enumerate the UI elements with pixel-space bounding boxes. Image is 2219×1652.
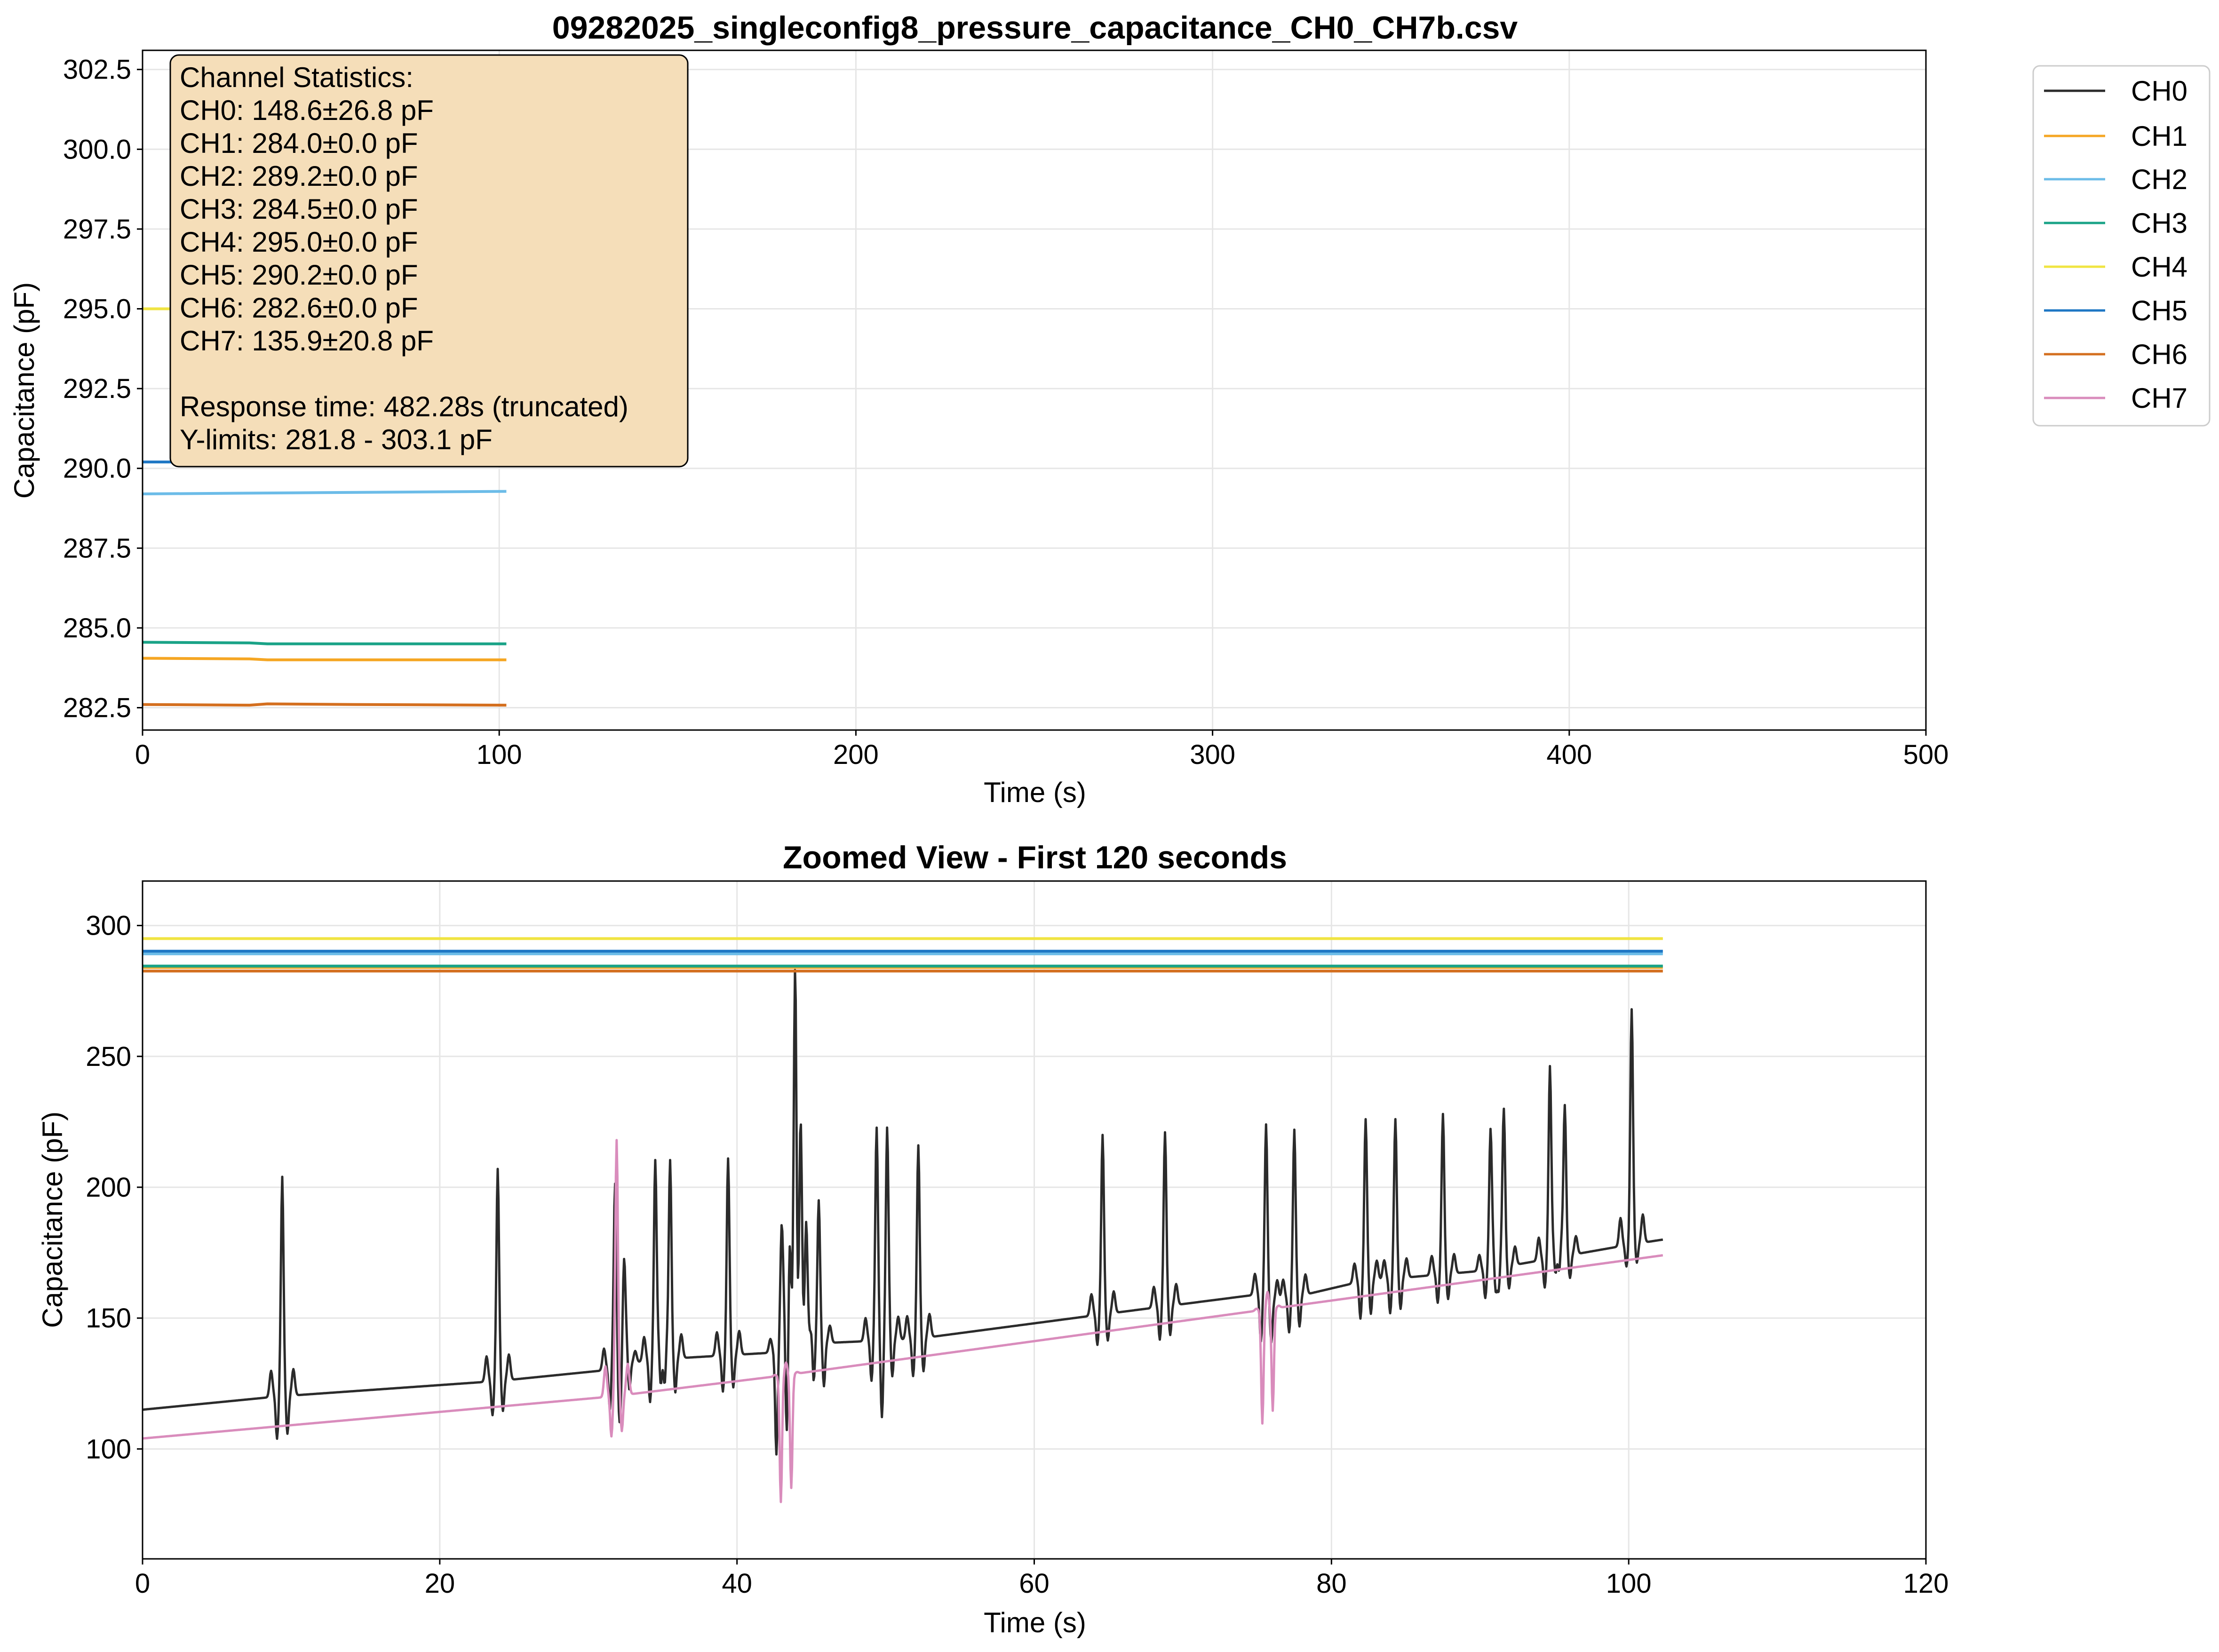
bottom-chart-x-ticks: 0 20 40 60 80 100 120	[135, 1559, 1949, 1599]
x-tick-label: 100	[477, 739, 522, 770]
stats-line: CH3: 284.5±0.0 pF	[180, 193, 418, 225]
statistics-box	[169, 54, 689, 468]
top-chart-x-axis-label: Time (s)	[984, 777, 1086, 808]
x-tick-label: 400	[1546, 739, 1592, 770]
legend-label-ch6: CH6	[2131, 339, 2187, 370]
stats-line: CH2: 289.2±0.0 pF	[180, 160, 418, 192]
y-tick-label: 150	[86, 1303, 131, 1334]
x-tick-label: 80	[1316, 1568, 1347, 1599]
legend-label-ch5: CH5	[2131, 295, 2187, 326]
top-chart-y-ticks: 282.5 285.0 287.5 290.0 292.5 295.0 297.5 300.0…	[63, 55, 143, 723]
y-tick-label: 300.0	[63, 134, 131, 165]
legend-label-ch0: CH0	[2131, 75, 2187, 107]
top-chart-title: 09282025_singleconfig8_pressure_capacita…	[552, 10, 1518, 46]
y-tick-label: 300	[86, 911, 131, 941]
bottom-chart-y-axis-label: Capacitance (pF)	[37, 1112, 68, 1328]
series-line-ch2	[142, 490, 507, 495]
x-tick-label: 20	[425, 1568, 455, 1599]
legend-label-ch4: CH4	[2131, 251, 2187, 283]
x-tick-label: 40	[722, 1568, 752, 1599]
series-line-ch0	[142, 969, 1663, 1456]
series-line-ch7	[142, 1139, 1663, 1503]
top-chart-frame	[142, 49, 1927, 731]
y-tick-label: 285.0	[63, 613, 131, 643]
stats-line: CH4: 295.0±0.0 pF	[180, 226, 418, 258]
series-line-ch1	[142, 657, 507, 661]
bottom-chart-series	[142, 937, 1663, 1503]
legend-box	[2032, 65, 2211, 427]
y-tick-label: 290.0	[63, 453, 131, 484]
stats-line: CH1: 284.0±0.0 pF	[180, 127, 418, 159]
x-tick-label: 60	[1019, 1568, 1050, 1599]
x-tick-label: 500	[1903, 739, 1949, 770]
y-tick-label: 297.5	[63, 214, 131, 245]
series-line-ch6	[142, 702, 507, 707]
series-line-ch3	[142, 641, 507, 645]
top-chart-y-axis-label: Capacitance (pF)	[8, 282, 40, 499]
legend-label-ch2: CH2	[2131, 164, 2187, 195]
y-tick-label: 287.5	[63, 533, 131, 564]
legend: CH0 CH1 CH2 CH3 CH4 CH5 CH6 CH7	[2032, 65, 2211, 427]
x-tick-label: 0	[135, 739, 150, 770]
y-tick-label: 250	[86, 1041, 131, 1072]
bottom-chart-x-axis-label: Time (s)	[984, 1607, 1086, 1638]
x-tick-label: 100	[1606, 1568, 1652, 1599]
x-tick-label: 300	[1190, 739, 1235, 770]
stats-line: CH5: 290.2±0.0 pF	[180, 259, 418, 291]
y-tick-label: 302.5	[63, 55, 131, 85]
y-tick-label: 282.5	[63, 693, 131, 723]
statistics-annotation: Channel Statistics: CH0: 148.6±26.8 pF C…	[169, 54, 689, 468]
bottom-chart-y-ticks: 100 150 200 250 300	[86, 911, 143, 1464]
top-chart: 09282025_singleconfig8_pressure_capacita…	[8, 10, 1949, 808]
stats-line: Y-limits: 281.8 - 303.1 pF	[180, 424, 493, 455]
bottom-chart: Zoomed View - First 120 seconds 0 20 40 60 8…	[37, 840, 1949, 1638]
top-chart-x-ticks: 0 100 200 300 400 500	[135, 730, 1949, 770]
x-tick-label: 120	[1903, 1568, 1949, 1599]
stats-line: CH6: 282.6±0.0 pF	[180, 292, 418, 324]
legend-label-ch7: CH7	[2131, 382, 2187, 414]
stats-line: CH0: 148.6±26.8 pF	[180, 95, 434, 126]
y-tick-label: 100	[86, 1434, 131, 1464]
stats-line: Channel Statistics:	[180, 62, 414, 93]
x-tick-label: 0	[135, 1568, 150, 1599]
legend-label-ch3: CH3	[2131, 207, 2187, 239]
y-tick-label: 200	[86, 1172, 131, 1203]
stats-line: CH7: 135.9±20.8 pF	[180, 325, 434, 357]
y-tick-label: 295.0	[63, 294, 131, 325]
bottom-chart-title: Zoomed View - First 120 seconds	[783, 840, 1287, 875]
stats-line: Response time: 482.28s (truncated)	[180, 391, 628, 422]
x-tick-label: 200	[833, 739, 879, 770]
legend-label-ch1: CH1	[2131, 120, 2187, 152]
y-tick-label: 292.5	[63, 373, 131, 404]
